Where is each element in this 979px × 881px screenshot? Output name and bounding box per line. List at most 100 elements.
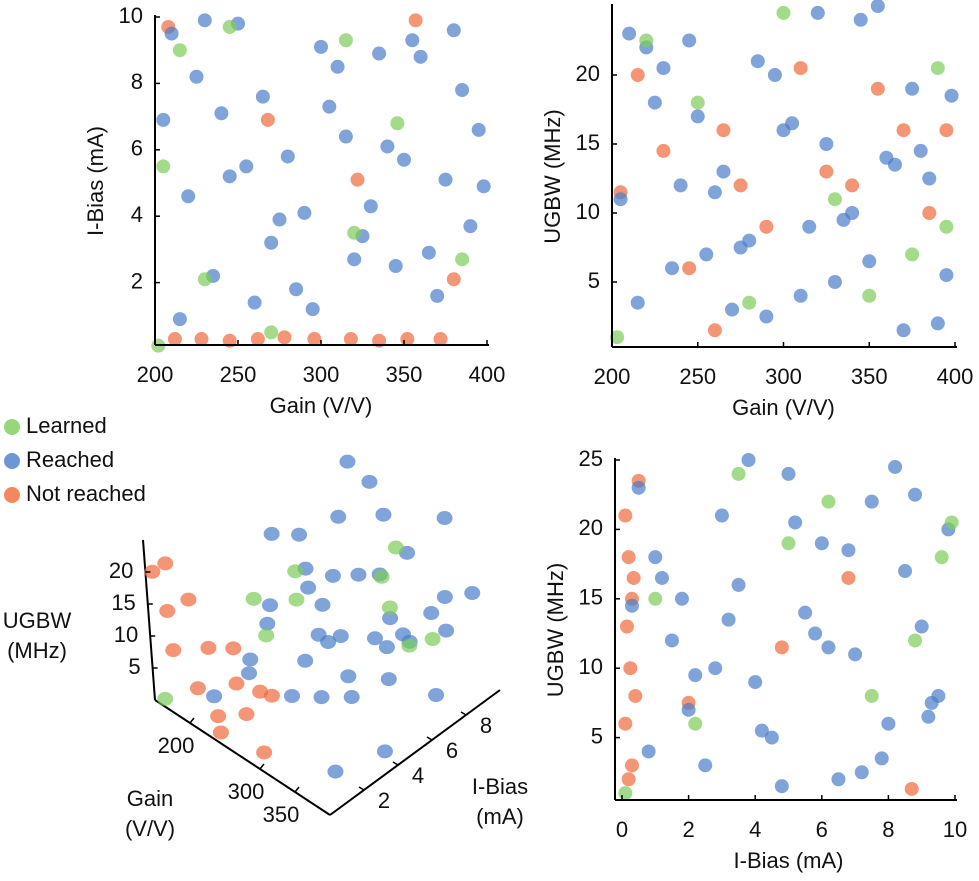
point bbox=[621, 550, 636, 565]
point bbox=[343, 332, 358, 347]
point bbox=[172, 43, 187, 58]
point bbox=[305, 302, 320, 317]
point bbox=[307, 332, 322, 347]
point bbox=[291, 527, 308, 542]
point bbox=[905, 247, 920, 262]
point bbox=[222, 19, 237, 34]
point bbox=[647, 95, 662, 110]
point bbox=[428, 688, 445, 702]
z-tick-label: 10 bbox=[114, 622, 138, 647]
point bbox=[180, 592, 197, 607]
point bbox=[630, 68, 645, 82]
point bbox=[908, 633, 923, 648]
point bbox=[165, 643, 182, 658]
point bbox=[376, 744, 393, 759]
point bbox=[189, 69, 204, 84]
point bbox=[776, 5, 791, 20]
point bbox=[781, 536, 796, 551]
y-tick bbox=[392, 761, 399, 766]
point bbox=[397, 152, 411, 167]
point bbox=[378, 640, 395, 655]
point bbox=[283, 689, 300, 703]
point bbox=[455, 252, 470, 267]
point bbox=[423, 606, 440, 621]
point bbox=[870, 0, 885, 13]
y-axis-label: UGBW (MHz) bbox=[540, 109, 565, 243]
point bbox=[708, 661, 723, 676]
x-tick-label: 2 bbox=[682, 817, 694, 842]
point bbox=[624, 758, 639, 773]
point bbox=[288, 592, 305, 607]
point bbox=[375, 507, 392, 522]
point bbox=[731, 577, 746, 592]
point bbox=[896, 123, 911, 138]
point bbox=[630, 295, 645, 310]
x-tick-label: 200 bbox=[137, 362, 174, 387]
point bbox=[347, 225, 362, 240]
point bbox=[819, 137, 834, 151]
point bbox=[157, 556, 174, 571]
point bbox=[476, 179, 491, 194]
point bbox=[189, 681, 206, 696]
point bbox=[144, 564, 161, 579]
point bbox=[264, 235, 279, 250]
point bbox=[808, 626, 823, 641]
point bbox=[854, 765, 869, 780]
point bbox=[921, 709, 936, 724]
point bbox=[864, 688, 879, 703]
point bbox=[238, 707, 255, 722]
y-tick-label: 15 bbox=[579, 585, 603, 610]
point bbox=[363, 199, 378, 214]
point bbox=[618, 716, 633, 731]
point bbox=[400, 332, 415, 347]
point bbox=[287, 564, 304, 579]
point bbox=[798, 605, 813, 620]
point bbox=[690, 95, 705, 110]
y-axis bbox=[329, 689, 501, 816]
point bbox=[242, 652, 259, 667]
legend-swatch bbox=[4, 453, 20, 469]
point bbox=[446, 23, 461, 38]
point bbox=[648, 591, 663, 606]
point bbox=[390, 116, 405, 131]
point bbox=[810, 5, 825, 20]
point bbox=[688, 716, 703, 731]
point bbox=[764, 730, 779, 745]
point bbox=[754, 723, 769, 738]
point bbox=[382, 611, 399, 626]
point bbox=[656, 143, 671, 158]
point bbox=[339, 454, 356, 469]
point bbox=[793, 61, 808, 76]
point bbox=[896, 323, 911, 338]
point bbox=[619, 619, 634, 634]
point bbox=[164, 26, 179, 41]
y-tick-label: 15 bbox=[576, 130, 600, 155]
point bbox=[206, 689, 223, 704]
y-tick-label: 5 bbox=[591, 723, 603, 748]
point bbox=[707, 185, 722, 200]
point bbox=[904, 781, 919, 796]
z-axis bbox=[142, 539, 156, 701]
point bbox=[424, 632, 441, 646]
point bbox=[913, 143, 928, 158]
point bbox=[714, 508, 729, 523]
point bbox=[774, 779, 789, 794]
y-tick-label: 4 bbox=[412, 763, 424, 788]
point bbox=[725, 302, 740, 317]
point bbox=[819, 164, 834, 179]
point bbox=[922, 206, 937, 220]
point bbox=[330, 59, 345, 74]
point bbox=[874, 751, 889, 766]
point bbox=[914, 619, 929, 634]
legend-swatch bbox=[4, 419, 20, 435]
point bbox=[853, 12, 868, 27]
point bbox=[793, 288, 808, 303]
point bbox=[862, 288, 877, 303]
point bbox=[156, 112, 171, 127]
point bbox=[664, 633, 679, 648]
point bbox=[156, 159, 171, 174]
x-tick-label: 200 bbox=[158, 733, 195, 758]
x-tick-label: 350 bbox=[851, 364, 888, 389]
point bbox=[259, 616, 276, 631]
x-tick-label: 400 bbox=[937, 364, 974, 389]
